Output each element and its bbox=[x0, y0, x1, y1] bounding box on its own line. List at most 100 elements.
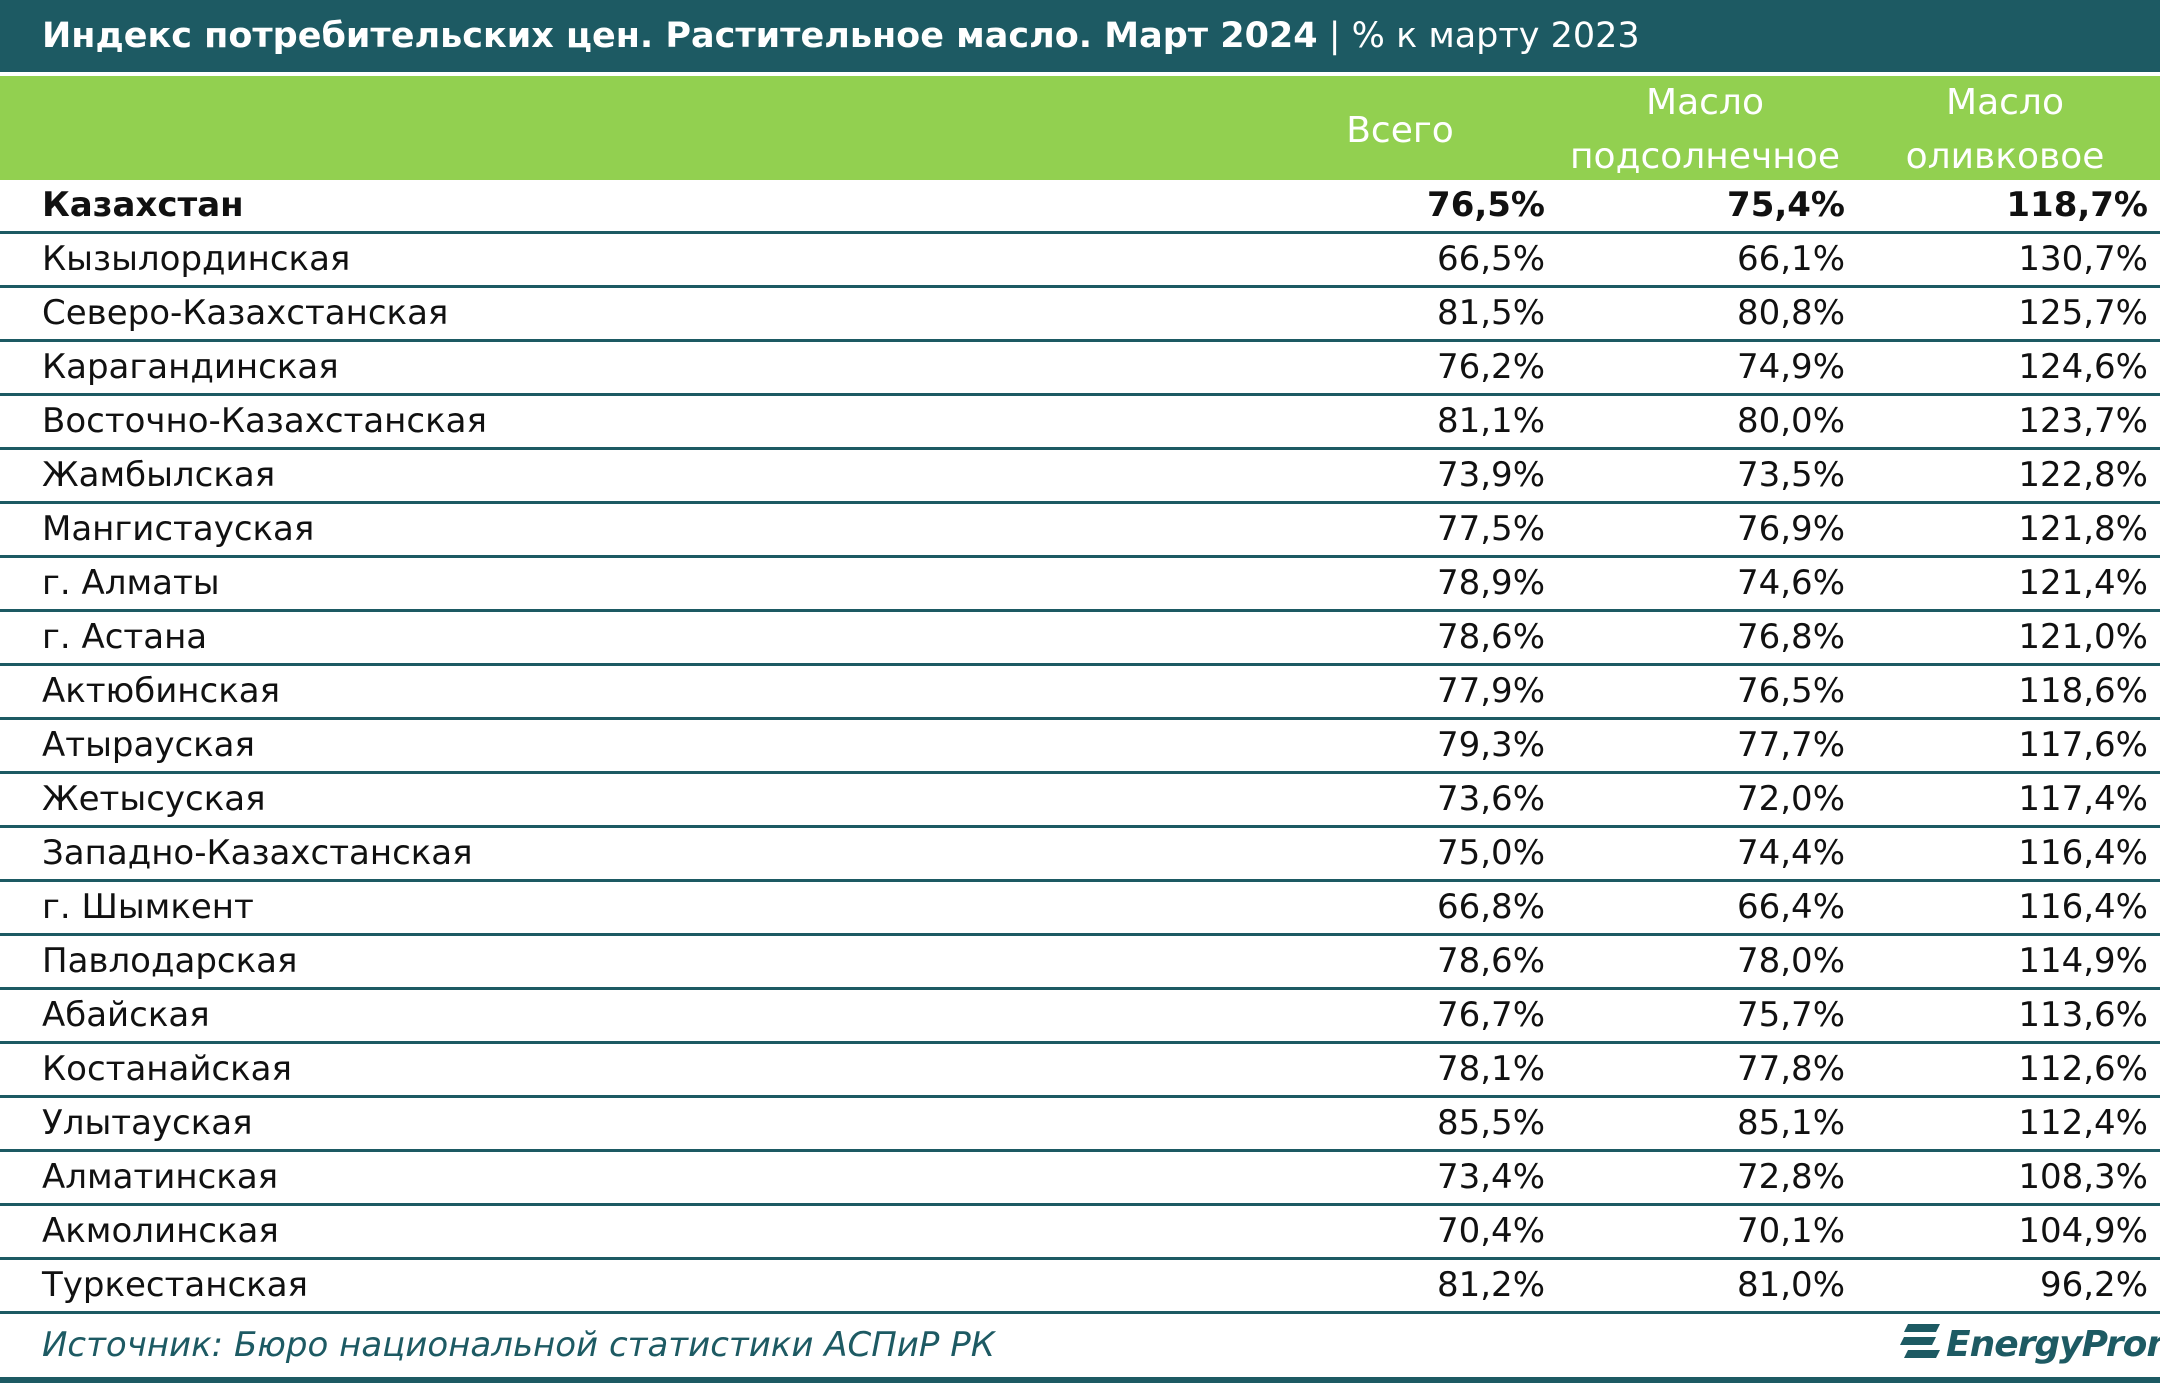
cell-sunflower: 80,0% bbox=[1736, 401, 1845, 441]
column-header-total-label: Всего bbox=[1346, 110, 1454, 151]
chart-title-main: Индекс потребительских цен. Растительное… bbox=[42, 16, 1318, 56]
title-gap bbox=[0, 72, 2160, 76]
cell-total: 81,2% bbox=[1436, 1265, 1545, 1305]
cell-sunflower: 72,8% bbox=[1736, 1157, 1845, 1197]
cell-region: Акмолинская bbox=[42, 1211, 279, 1251]
cell-olive: 108,3% bbox=[2018, 1157, 2148, 1197]
cell-region: Павлодарская bbox=[42, 941, 298, 981]
logo-mark-icon bbox=[1900, 1324, 1940, 1358]
column-header-olive-line1: Масло bbox=[1946, 82, 2064, 123]
table-row: Актюбинская 77,9% 76,5% 118,6% bbox=[0, 666, 2160, 720]
column-header-sunflower: Масло подсолнечное bbox=[1560, 76, 1850, 184]
cell-region: Туркестанская bbox=[42, 1265, 309, 1305]
cell-total: 66,8% bbox=[1436, 887, 1545, 927]
column-header-olive: Масло оливковое bbox=[1880, 76, 2130, 184]
cell-region: Карагандинская bbox=[42, 347, 339, 387]
cell-olive: 118,6% bbox=[2018, 671, 2148, 711]
table-row: Акмолинская 70,4% 70,1% 104,9% bbox=[0, 1206, 2160, 1260]
cell-sunflower: 66,1% bbox=[1736, 239, 1845, 279]
cell-olive: 121,0% bbox=[2018, 617, 2148, 657]
cell-total: 66,5% bbox=[1436, 239, 1545, 279]
cell-total: 73,9% bbox=[1436, 455, 1545, 495]
cell-sunflower: 72,0% bbox=[1736, 779, 1845, 819]
cell-total: 76,5% bbox=[1427, 185, 1545, 225]
cell-region: г. Шымкент bbox=[42, 887, 254, 927]
cell-sunflower: 76,8% bbox=[1736, 617, 1845, 657]
table-row: Улытауская 85,5% 85,1% 112,4% bbox=[0, 1098, 2160, 1152]
energyprom-logo: EnergyProm bbox=[1900, 1318, 2160, 1372]
cell-olive: 124,6% bbox=[2018, 347, 2148, 387]
cell-olive: 122,8% bbox=[2018, 455, 2148, 495]
cell-olive: 113,6% bbox=[2018, 995, 2148, 1035]
table-row: Жетысуская 73,6% 72,0% 117,4% bbox=[0, 774, 2160, 828]
table-row: Мангистауская 77,5% 76,9% 121,8% bbox=[0, 504, 2160, 558]
cell-olive: 104,9% bbox=[2018, 1211, 2148, 1251]
table-row: Западно-Казахстанская 75,0% 74,4% 116,4% bbox=[0, 828, 2160, 882]
chart-title-sub: | % к марту 2023 bbox=[1317, 16, 1640, 56]
table-row: Кызылординская 66,5% 66,1% 130,7% bbox=[0, 234, 2160, 288]
cell-sunflower: 73,5% bbox=[1736, 455, 1845, 495]
cell-region: Кызылординская bbox=[42, 239, 351, 279]
cell-olive: 117,6% bbox=[2018, 725, 2148, 765]
cell-total: 78,9% bbox=[1436, 563, 1545, 603]
cell-total: 81,1% bbox=[1436, 401, 1545, 441]
logo-text: EnergyProm bbox=[1946, 1324, 2160, 1365]
cell-region: Абайская bbox=[42, 995, 210, 1035]
cell-sunflower: 80,8% bbox=[1736, 293, 1845, 333]
cell-total: 78,6% bbox=[1436, 617, 1545, 657]
cell-region: Мангистауская bbox=[42, 509, 315, 549]
cell-olive: 114,9% bbox=[2018, 941, 2148, 981]
table-row: г. Шымкент 66,8% 66,4% 116,4% bbox=[0, 882, 2160, 936]
table-row: Павлодарская 78,6% 78,0% 114,9% bbox=[0, 936, 2160, 990]
cell-sunflower: 76,9% bbox=[1736, 509, 1845, 549]
cell-olive: 117,4% bbox=[2018, 779, 2148, 819]
cell-region: г. Алматы bbox=[42, 563, 220, 603]
cell-olive: 112,4% bbox=[2018, 1103, 2148, 1143]
cell-sunflower: 77,7% bbox=[1736, 725, 1845, 765]
chart-title: Индекс потребительских цен. Растительное… bbox=[42, 0, 1640, 72]
cell-sunflower: 81,0% bbox=[1736, 1265, 1845, 1305]
title-bar: Индекс потребительских цен. Растительное… bbox=[0, 0, 2160, 72]
cell-region: Северо-Казахстанская bbox=[42, 293, 449, 333]
cell-sunflower: 78,0% bbox=[1736, 941, 1845, 981]
cell-sunflower: 74,9% bbox=[1736, 347, 1845, 387]
column-header-sunflower-line1: Масло bbox=[1646, 82, 1764, 123]
cell-olive: 112,6% bbox=[2018, 1049, 2148, 1089]
cell-olive: 121,4% bbox=[2018, 563, 2148, 603]
cell-total: 73,4% bbox=[1436, 1157, 1545, 1197]
table-row: Абайская 76,7% 75,7% 113,6% bbox=[0, 990, 2160, 1044]
cell-total: 77,5% bbox=[1436, 509, 1545, 549]
cell-sunflower: 75,7% bbox=[1736, 995, 1845, 1035]
table-body: Казахстан 76,5% 75,4% 118,7% Кызылординская 6… bbox=[0, 180, 2160, 1314]
cell-region: Жамбылская bbox=[42, 455, 276, 495]
cell-total: 78,1% bbox=[1436, 1049, 1545, 1089]
cell-region: Улытауская bbox=[42, 1103, 253, 1143]
cell-olive: 123,7% bbox=[2018, 401, 2148, 441]
table-row: Восточно-Казахстанская 81,1% 80,0% 123,7% bbox=[0, 396, 2160, 450]
cell-region: г. Астана bbox=[42, 617, 208, 657]
cell-olive: 125,7% bbox=[2018, 293, 2148, 333]
cell-region: Актюбинская bbox=[42, 671, 281, 711]
cell-sunflower: 77,8% bbox=[1736, 1049, 1845, 1089]
cell-sunflower: 70,1% bbox=[1736, 1211, 1845, 1251]
cell-olive: 96,2% bbox=[2039, 1265, 2148, 1305]
table-row: Жамбылская 73,9% 73,5% 122,8% bbox=[0, 450, 2160, 504]
table-row: Туркестанская 81,2% 81,0% 96,2% bbox=[0, 1260, 2160, 1314]
cell-region: Казахстан bbox=[42, 185, 244, 225]
cell-olive: 118,7% bbox=[2006, 185, 2148, 225]
cell-total: 76,2% bbox=[1436, 347, 1545, 387]
table-row: Костанайская 78,1% 77,8% 112,6% bbox=[0, 1044, 2160, 1098]
table-row: г. Астана 78,6% 76,8% 121,0% bbox=[0, 612, 2160, 666]
cell-total: 79,3% bbox=[1436, 725, 1545, 765]
cell-olive: 130,7% bbox=[2018, 239, 2148, 279]
table-header bbox=[0, 76, 2160, 180]
cell-sunflower: 85,1% bbox=[1736, 1103, 1845, 1143]
table-row: г. Алматы 78,9% 74,6% 121,4% bbox=[0, 558, 2160, 612]
table-row: Карагандинская 76,2% 74,9% 124,6% bbox=[0, 342, 2160, 396]
cell-region: Атырауская bbox=[42, 725, 255, 765]
cell-region: Костанайская bbox=[42, 1049, 292, 1089]
table-row: Алматинская 73,4% 72,8% 108,3% bbox=[0, 1152, 2160, 1206]
cell-sunflower: 76,5% bbox=[1736, 671, 1845, 711]
cell-region: Жетысуская bbox=[42, 779, 266, 819]
column-header-olive-line2: оливковое bbox=[1905, 136, 2105, 177]
